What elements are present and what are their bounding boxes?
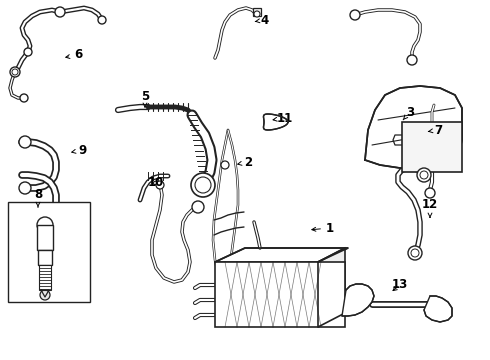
Polygon shape [365,86,462,168]
Circle shape [191,173,215,197]
Text: 11: 11 [273,112,293,125]
Bar [38,250,52,265]
Polygon shape [424,296,452,322]
Circle shape [192,201,204,213]
Polygon shape [215,248,348,262]
Bar [39,265,51,290]
Circle shape [20,94,28,102]
Text: 9: 9 [72,144,86,157]
Bar [253,8,261,16]
Text: 10: 10 [148,176,164,189]
Circle shape [156,181,164,189]
Bar [37,225,53,250]
Circle shape [98,16,106,24]
Circle shape [221,161,229,169]
Circle shape [19,136,31,148]
Text: 6: 6 [66,49,82,62]
Text: 3: 3 [403,105,414,120]
Circle shape [417,168,431,182]
Text: 8: 8 [34,189,42,207]
Circle shape [37,217,53,233]
Circle shape [407,55,417,65]
Circle shape [10,67,20,77]
Text: 4: 4 [255,13,269,27]
Circle shape [411,249,419,257]
Bar [215,262,345,327]
Circle shape [254,11,260,17]
Text: 13: 13 [392,279,408,292]
Text: 2: 2 [238,156,252,168]
Circle shape [55,7,65,17]
Polygon shape [342,284,374,316]
Circle shape [24,48,32,56]
Text: 12: 12 [422,198,438,217]
Bar [402,122,462,172]
Text: 1: 1 [312,221,334,234]
Circle shape [12,69,18,75]
Circle shape [408,246,422,260]
Circle shape [40,290,50,300]
Polygon shape [264,114,288,130]
Circle shape [195,177,211,193]
Polygon shape [318,248,345,327]
Circle shape [19,182,31,194]
Circle shape [420,171,428,179]
Text: 5: 5 [141,90,149,107]
Circle shape [350,10,360,20]
Bar [8,202,90,302]
Text: 7: 7 [428,123,442,136]
Circle shape [425,188,435,198]
